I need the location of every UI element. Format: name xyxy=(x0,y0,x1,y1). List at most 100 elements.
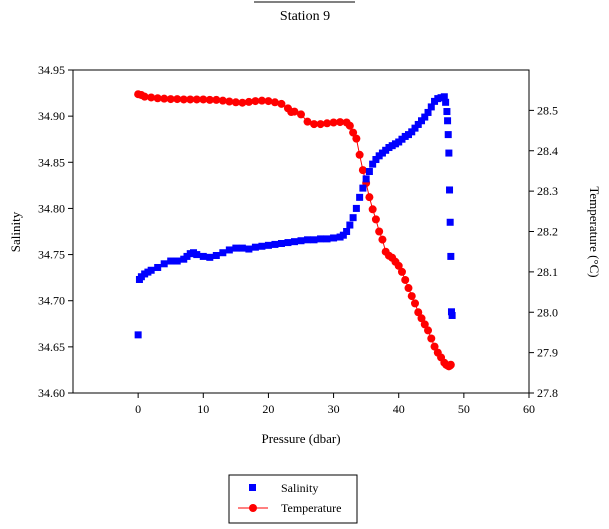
temperature-point xyxy=(212,95,221,104)
salinity-point xyxy=(245,245,253,253)
temperature-point xyxy=(368,205,377,214)
salinity-point xyxy=(193,251,201,259)
salinity-point xyxy=(258,242,266,250)
temperature-series xyxy=(134,90,455,371)
temperature-point xyxy=(414,308,423,317)
y2-tick-label: 28.2 xyxy=(537,225,558,239)
y-tick-label: 34.90 xyxy=(38,109,65,123)
legend-temperature-label: Temperature xyxy=(281,501,341,515)
salinity-point xyxy=(362,175,370,183)
temperature-point xyxy=(424,326,433,335)
y-tick-label: 34.60 xyxy=(38,386,65,400)
temperature-point xyxy=(310,120,319,129)
x-tick-label: 20 xyxy=(262,402,274,416)
temperature-point xyxy=(218,96,227,105)
temperature-point xyxy=(329,118,338,127)
temperature-point xyxy=(160,94,169,103)
temperature-point xyxy=(358,166,367,175)
y-tick-label: 34.70 xyxy=(38,294,65,308)
x-axis: 0 10 20 30 40 50 60 xyxy=(135,393,535,416)
salinity-point xyxy=(323,235,331,243)
temperature-point xyxy=(430,342,439,351)
salinity-point xyxy=(310,236,318,244)
y2-tick-label: 28.4 xyxy=(537,144,558,158)
salinity-point xyxy=(414,120,422,128)
salinity-point xyxy=(238,244,246,252)
salinity-point xyxy=(444,131,452,139)
y2-tick-label: 27.8 xyxy=(537,386,558,400)
y2-tick-label: 27.9 xyxy=(537,346,558,360)
salinity-point xyxy=(427,103,435,111)
temperature-point xyxy=(303,117,312,126)
temperature-point xyxy=(173,95,182,104)
salinity-point xyxy=(442,98,450,106)
chart-title: Station 9 xyxy=(280,9,330,24)
temperature-point xyxy=(401,275,410,284)
legend-temperature-marker xyxy=(249,504,257,512)
temperature-point xyxy=(297,110,305,119)
salinity-point xyxy=(134,331,142,339)
salinity-point xyxy=(199,252,207,260)
x-tick-label: 40 xyxy=(393,402,405,416)
salinity-point xyxy=(304,236,312,244)
salinity-point xyxy=(290,238,298,246)
salinity-point xyxy=(445,149,453,157)
salinity-point xyxy=(251,243,259,251)
temperature-point xyxy=(316,120,325,129)
x-tick-label: 10 xyxy=(197,402,209,416)
salinity-point xyxy=(349,214,357,222)
temperature-point xyxy=(238,98,247,107)
temperature-point xyxy=(153,94,162,103)
temperature-point xyxy=(225,97,234,106)
salinity-point xyxy=(297,237,305,245)
temperature-point xyxy=(277,99,286,108)
temperature-point xyxy=(420,320,429,329)
salinity-point xyxy=(264,241,272,249)
x-tick-label: 60 xyxy=(523,402,535,416)
temperature-point xyxy=(179,95,188,104)
y2-tick-label: 28.3 xyxy=(537,184,558,198)
temperature-point xyxy=(199,95,208,104)
salinity-point xyxy=(444,117,452,125)
legend-salinity-label: Salinity xyxy=(281,481,318,495)
salinity-point xyxy=(212,251,220,259)
x-axis-title: Pressure (dbar) xyxy=(261,431,340,446)
temperature-point xyxy=(192,95,201,104)
temperature-point xyxy=(186,95,195,104)
temperature-point xyxy=(411,299,419,308)
salinity-point xyxy=(447,252,455,260)
salinity-point xyxy=(421,113,429,121)
salinity-point xyxy=(446,218,454,226)
temperature-point xyxy=(446,360,455,369)
y2-axis-title: Temperature (°C) xyxy=(587,186,602,277)
y-axis-title: Salinity xyxy=(8,211,23,252)
salinity-point xyxy=(356,193,364,201)
y-tick-label: 34.65 xyxy=(38,340,65,354)
legend: Salinity Temperature xyxy=(228,474,358,524)
salinity-point xyxy=(443,108,451,116)
salinity-point xyxy=(339,231,347,239)
y2-tick-label: 28.0 xyxy=(537,305,558,319)
salinity-point xyxy=(408,128,416,136)
x-tick-label: 0 xyxy=(135,402,141,416)
temperature-point xyxy=(365,193,374,202)
salinity-point xyxy=(369,160,377,168)
temperature-point xyxy=(264,97,273,106)
salinity-point xyxy=(277,239,285,247)
salinity-point xyxy=(330,234,338,242)
temperature-point xyxy=(205,95,214,104)
temperature-point xyxy=(140,92,149,101)
x-tick-label: 30 xyxy=(328,402,340,416)
salinity-point xyxy=(446,186,454,194)
salinity-point xyxy=(352,204,360,212)
temperature-point xyxy=(355,150,364,159)
salinity-point xyxy=(440,93,448,101)
temperature-point xyxy=(352,134,361,143)
salinity-point xyxy=(343,228,351,235)
temperature-point xyxy=(378,235,387,244)
temperature-point xyxy=(375,227,384,236)
salinity-point xyxy=(147,266,155,274)
salinity-point xyxy=(346,221,354,229)
temperature-point xyxy=(427,334,436,343)
salinity-point xyxy=(219,249,227,257)
